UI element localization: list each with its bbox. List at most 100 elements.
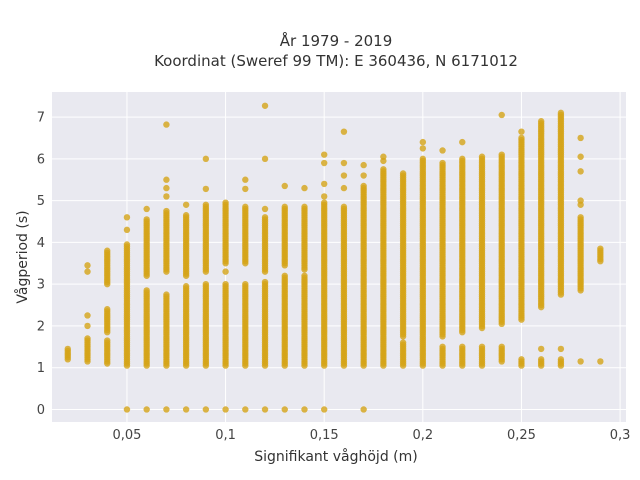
data-point — [537, 345, 545, 353]
data-point — [597, 245, 604, 252]
y-tick-label: 1 — [37, 361, 45, 376]
x-tick-label: 0,05 — [112, 428, 141, 443]
data-point — [242, 185, 249, 193]
data-point — [261, 155, 269, 163]
data-point — [84, 268, 91, 275]
data-point — [478, 153, 486, 160]
data-point — [340, 203, 348, 211]
data-point — [163, 406, 170, 413]
data-point — [202, 280, 210, 288]
data-point — [518, 134, 525, 142]
data-point — [163, 184, 170, 192]
data-point — [182, 283, 190, 290]
data-point — [301, 203, 308, 211]
data-point — [261, 406, 269, 413]
data-point — [557, 356, 565, 363]
data-point — [123, 214, 131, 221]
data-point — [281, 203, 288, 211]
data-point — [163, 193, 170, 200]
data-point — [340, 184, 348, 192]
x-tick-label: 0,25 — [507, 428, 536, 443]
chart-title-line-1: År 1979 - 2019 — [280, 31, 393, 50]
data-point — [360, 406, 367, 413]
data-point — [360, 172, 367, 179]
data-point — [104, 306, 111, 313]
data-point — [577, 134, 584, 142]
data-point — [439, 147, 446, 154]
data-point — [498, 111, 505, 119]
y-tick-label: 4 — [37, 236, 45, 251]
data-point — [360, 161, 367, 169]
data-point — [242, 176, 249, 183]
y-tick-label: 7 — [37, 111, 45, 126]
data-point — [123, 241, 131, 248]
data-point — [577, 358, 584, 365]
data-point — [321, 159, 328, 167]
y-tick-label: 6 — [37, 152, 45, 167]
data-point — [143, 287, 150, 294]
data-point — [202, 185, 210, 193]
data-point — [123, 406, 131, 413]
data-point — [597, 358, 604, 365]
data-point — [202, 201, 210, 208]
data-point — [222, 280, 229, 288]
x-tick-label: 0,2 — [412, 428, 433, 443]
data-point — [321, 151, 328, 158]
x-tick-label: 0,1 — [215, 428, 236, 443]
data-point — [281, 406, 288, 413]
data-point — [301, 184, 308, 192]
data-point — [518, 356, 525, 363]
x-axis-label: Signifikant våghöjd (m) — [254, 448, 417, 465]
data-point — [498, 343, 505, 351]
data-point — [399, 170, 407, 177]
data-point — [577, 214, 584, 221]
data-point — [84, 262, 91, 269]
data-point — [439, 343, 446, 351]
data-point — [340, 128, 348, 135]
data-point — [478, 343, 486, 351]
data-point — [222, 268, 229, 275]
data-point — [321, 193, 328, 200]
data-point — [163, 291, 170, 298]
data-point — [84, 335, 91, 342]
data-point — [182, 201, 190, 208]
data-point — [518, 128, 525, 135]
data-point — [222, 199, 229, 206]
data-point — [261, 214, 269, 221]
data-point — [143, 406, 150, 413]
data-point — [222, 406, 229, 413]
chart-title-line-2: Koordinat (Sweref 99 TM): E 360436, N 61… — [154, 52, 518, 70]
data-point — [459, 343, 466, 351]
data-point — [281, 272, 288, 279]
data-point — [84, 312, 91, 319]
data-point — [419, 145, 427, 152]
data-point — [340, 159, 348, 167]
data-point — [242, 280, 249, 288]
data-point — [537, 356, 545, 363]
data-point — [557, 109, 565, 117]
data-point — [360, 182, 367, 190]
data-point — [143, 205, 150, 213]
x-tick-label: 0,15 — [310, 428, 339, 443]
data-point — [163, 121, 170, 128]
data-point — [143, 216, 150, 223]
data-point — [261, 278, 269, 286]
data-point — [498, 151, 505, 158]
y-tick-label: 0 — [37, 403, 45, 418]
data-point — [577, 197, 584, 204]
data-point — [321, 199, 328, 206]
data-point — [242, 406, 249, 413]
data-point — [577, 168, 584, 175]
data-point — [380, 153, 387, 160]
tick-labels: 0,05 0,1 0,15 0,2 0,25 0,3 0 1 2 3 4 5 6 7 — [37, 111, 631, 443]
data-point — [163, 207, 170, 215]
data-point — [459, 138, 466, 146]
data-point — [321, 180, 328, 188]
data-point — [557, 345, 565, 353]
data-point — [202, 406, 210, 413]
data-point — [104, 337, 111, 344]
data-point — [340, 172, 348, 179]
data-point — [281, 182, 288, 190]
data-point — [321, 406, 328, 413]
